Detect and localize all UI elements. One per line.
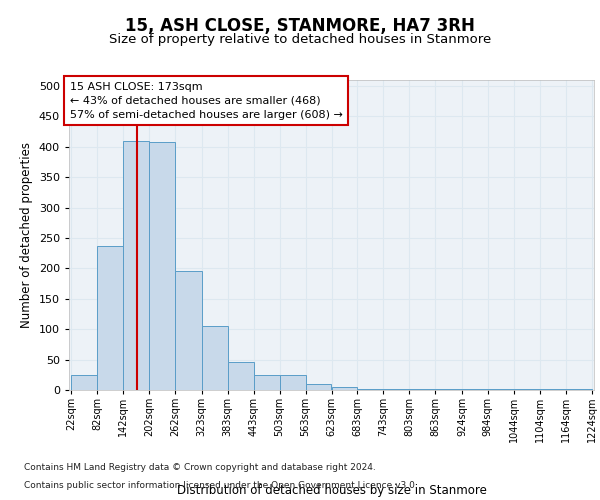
Bar — [123, 141, 149, 390]
Bar — [175, 271, 202, 390]
Bar — [280, 375, 305, 390]
Text: 15, ASH CLOSE, STANMORE, HA7 3RH: 15, ASH CLOSE, STANMORE, HA7 3RH — [125, 18, 475, 36]
Y-axis label: Number of detached properties: Number of detached properties — [20, 142, 33, 328]
Bar — [358, 389, 383, 390]
Bar — [97, 246, 123, 390]
Text: 15 ASH CLOSE: 173sqm
← 43% of detached houses are smaller (468)
57% of semi-deta: 15 ASH CLOSE: 173sqm ← 43% of detached h… — [70, 82, 343, 120]
Bar — [305, 384, 331, 390]
Bar — [149, 142, 175, 390]
X-axis label: Distribution of detached houses by size in Stanmore: Distribution of detached houses by size … — [176, 484, 487, 497]
Text: Contains public sector information licensed under the Open Government Licence v3: Contains public sector information licen… — [24, 481, 418, 490]
Bar — [71, 375, 97, 390]
Bar — [227, 362, 254, 390]
Bar — [202, 326, 227, 390]
Text: Size of property relative to detached houses in Stanmore: Size of property relative to detached ho… — [109, 32, 491, 46]
Text: Contains HM Land Registry data © Crown copyright and database right 2024.: Contains HM Land Registry data © Crown c… — [24, 464, 376, 472]
Bar — [254, 375, 280, 390]
Bar — [331, 387, 358, 390]
